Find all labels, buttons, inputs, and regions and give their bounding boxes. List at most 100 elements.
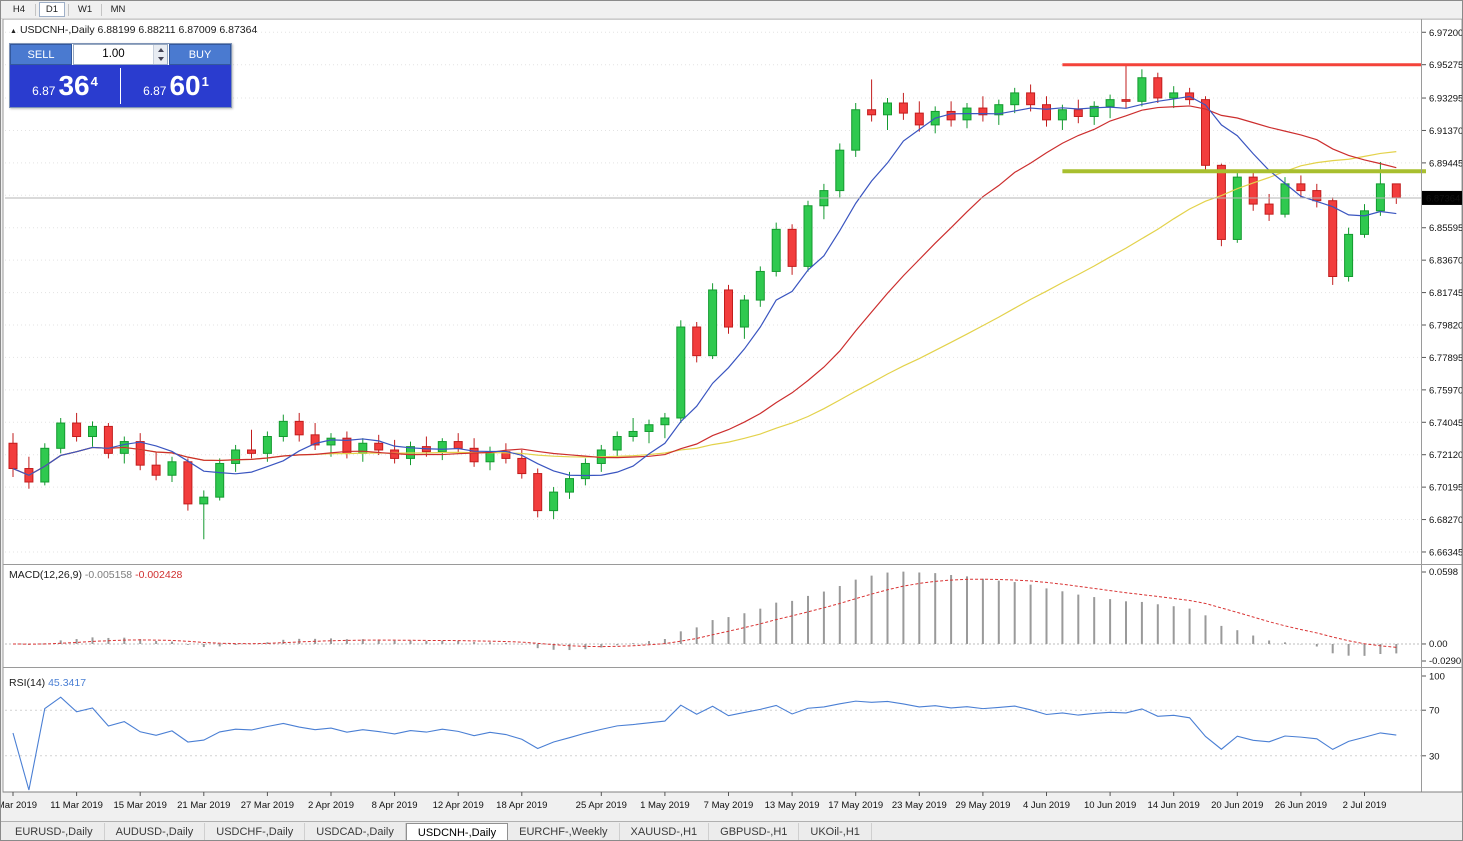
- candle-body: [437, 441, 447, 453]
- chart-canvas[interactable]: 6.97200 6.95275 6.93295 6.91370 6.89445 6.87 5…: [1, 1, 1463, 821]
- tab-xauusd-h1[interactable]: XAUUSD-,H1: [620, 822, 710, 840]
- candle-body: [1201, 99, 1210, 166]
- candle-body: [199, 496, 209, 505]
- buy-price-sup: 1: [201, 74, 209, 89]
- tab-audusd-daily[interactable]: AUDUSD-,Daily: [105, 822, 206, 840]
- svg-text:6.74045: 6.74045: [1429, 418, 1463, 429]
- candle-body: [898, 102, 908, 114]
- buy-button[interactable]: BUY: [169, 44, 231, 65]
- toolbar-separator: [35, 3, 36, 16]
- current-price-text: 6.87364: [1426, 193, 1460, 204]
- svg-text:6.95275: 6.95275: [1429, 60, 1463, 71]
- timeframe-h4-button[interactable]: H4: [6, 2, 32, 17]
- one-click-trading-panel: SELL 1.00 BUY 6.87 36 4 6.87 60 1: [9, 43, 232, 108]
- svg-text:0.0598: 0.0598: [1429, 567, 1458, 578]
- candle-body: [867, 109, 877, 116]
- candle-body: [262, 436, 272, 454]
- volume-down-button[interactable]: [154, 54, 167, 64]
- candle-body: [851, 109, 861, 151]
- tab-eurusd-daily[interactable]: EURUSD-,Daily: [4, 822, 105, 840]
- candle-body: [914, 112, 924, 126]
- candle-body: [1344, 233, 1354, 277]
- tab-usdchf-daily[interactable]: USDCHF-,Daily: [205, 822, 306, 840]
- candle-body: [1026, 92, 1036, 106]
- ma-fast-line[interactable]: [12, 95, 1397, 477]
- candle-body: [278, 420, 288, 438]
- sell-price-big: 36: [58, 70, 90, 101]
- candle-body: [1375, 183, 1385, 212]
- candle-body: [660, 417, 670, 426]
- tab-ukoil-h1[interactable]: UKOil-,H1: [799, 822, 872, 840]
- svg-text:12 Apr 2019: 12 Apr 2019: [433, 800, 484, 811]
- svg-text:18 Apr 2019: 18 Apr 2019: [496, 800, 547, 811]
- svg-text:15 Mar 2019: 15 Mar 2019: [114, 800, 167, 811]
- svg-text:17 May 2019: 17 May 2019: [828, 800, 883, 811]
- candle-body: [1264, 203, 1274, 215]
- candle-body: [167, 461, 177, 476]
- timeframe-d1-button[interactable]: D1: [39, 2, 65, 17]
- svg-text:70: 70: [1429, 706, 1440, 717]
- candle-body: [1169, 92, 1179, 99]
- chart-symbol-label: ▲ USDCNH-,Daily 6.88199 6.88211 6.87009 6…: [10, 24, 257, 36]
- candle-body: [1137, 77, 1147, 102]
- tab-gbpusd-h1[interactable]: GBPUSD-,H1: [709, 822, 800, 840]
- tab-eurchf-weekly[interactable]: EURCHF-,Weekly: [508, 822, 620, 840]
- chart-background: [2, 18, 1462, 793]
- candle-body: [739, 299, 749, 328]
- candle-body: [994, 104, 1004, 116]
- candle-body: [565, 478, 574, 493]
- candle-body: [72, 422, 82, 438]
- candle-body: [326, 437, 336, 446]
- candle-body: [1391, 183, 1401, 199]
- sell-price[interactable]: 6.87 36 4: [10, 65, 120, 107]
- buy-price[interactable]: 6.87 60 1: [121, 65, 231, 107]
- sell-price-small: 6.87: [32, 84, 56, 98]
- candle-body: [1010, 92, 1020, 106]
- volume-up-button[interactable]: [154, 45, 167, 55]
- buy-price-small: 6.87: [143, 84, 167, 98]
- candle-body: [294, 420, 304, 436]
- candle-body: [1042, 104, 1051, 121]
- svg-text:6.93295: 6.93295: [1429, 94, 1463, 105]
- candle-body: [771, 228, 781, 272]
- svg-text:-0.0290: -0.0290: [1429, 656, 1461, 667]
- volume-value[interactable]: 1.00: [102, 48, 125, 60]
- candle-body: [135, 441, 145, 466]
- timeframe-mn-button[interactable]: MN: [105, 2, 131, 17]
- sell-button[interactable]: SELL: [10, 44, 72, 65]
- svg-text:6.75970: 6.75970: [1429, 385, 1463, 396]
- candle-body: [692, 326, 702, 357]
- macd-axis: 0.0598 0.00 -0.0290: [1422, 567, 1461, 667]
- tab-usdcnh-daily[interactable]: USDCNH-,Daily: [405, 822, 509, 840]
- svg-text:25 Apr 2019: 25 Apr 2019: [576, 800, 627, 811]
- candle-body: [1248, 176, 1258, 205]
- svg-text:6.89445: 6.89445: [1429, 158, 1463, 169]
- volume-field[interactable]: 1.00: [73, 44, 168, 65]
- date-axis[interactable]: 5 Mar 2019 11 Mar 2019 15 Mar 2019 21 Mar 2…: [1, 791, 1462, 819]
- candle-body: [628, 430, 638, 438]
- svg-text:20 Jun 2019: 20 Jun 2019: [1211, 800, 1263, 811]
- candle-body: [1296, 183, 1306, 192]
- triangle-up-icon: [157, 47, 164, 52]
- candle-body: [946, 110, 956, 121]
- svg-text:4 Jun 2019: 4 Jun 2019: [1023, 800, 1070, 811]
- svg-text:6.79820: 6.79820: [1429, 321, 1463, 332]
- candle-body: [1232, 176, 1242, 240]
- candle-body: [40, 447, 50, 483]
- candle-body: [708, 289, 718, 357]
- candle-body: [1105, 99, 1115, 107]
- svg-text:5 Mar 2019: 5 Mar 2019: [1, 800, 37, 811]
- candle-body: [1057, 109, 1067, 121]
- ma-mid-line[interactable]: [12, 105, 1397, 476]
- tab-usdcad-daily[interactable]: USDCAD-,Daily: [305, 822, 406, 840]
- candle-body: [580, 462, 590, 480]
- svg-text:23 May 2019: 23 May 2019: [892, 800, 947, 811]
- timeframe-w1-button[interactable]: W1: [72, 2, 98, 17]
- candle-body: [835, 149, 845, 192]
- candle-body: [183, 461, 193, 505]
- candle-body: [1073, 109, 1083, 117]
- svg-text:6.97200: 6.97200: [1429, 28, 1463, 39]
- timeframe-toolbar: H4 D1 W1 MN: [1, 1, 1462, 19]
- buy-price-big: 60: [169, 70, 201, 101]
